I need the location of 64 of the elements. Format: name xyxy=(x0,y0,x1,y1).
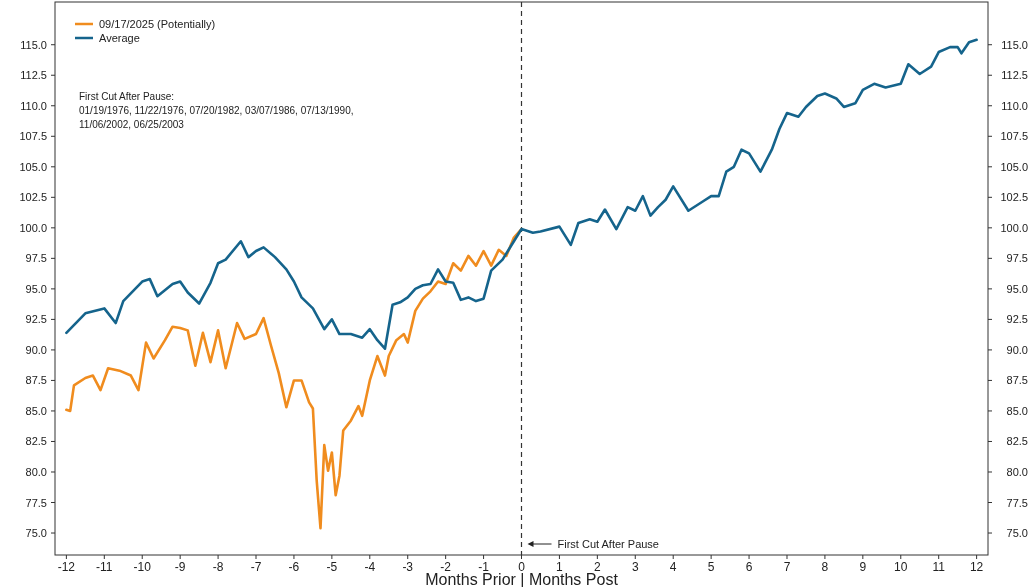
x-tick-label: -10 xyxy=(133,560,152,574)
y2-tick-label: 97.5 xyxy=(1006,252,1028,265)
y2-tick-label: 105.0 xyxy=(1000,160,1028,173)
y-tick-label: 102.5 xyxy=(19,191,47,204)
y-tick-label: 92.5 xyxy=(25,313,47,326)
y-tick-label: 87.5 xyxy=(25,374,47,387)
y2-tick-label: 85.0 xyxy=(1006,404,1028,417)
x-tick-label: 0 xyxy=(518,560,526,574)
x-tick-label: 6 xyxy=(745,560,753,574)
legend-label: 09/17/2025 (Potentially) xyxy=(99,18,216,30)
line-series xyxy=(65,227,523,530)
x-tick-label: -3 xyxy=(402,560,414,574)
x-tick-label: 1 xyxy=(556,560,564,574)
x-tick-label: 5 xyxy=(707,560,715,574)
x-tick-label: -1 xyxy=(478,560,490,574)
y2-tick-label: 82.5 xyxy=(1006,435,1028,448)
y-tick-label: 110.0 xyxy=(20,99,47,112)
y-tick-label: 85.0 xyxy=(25,404,47,417)
y2-tick-label: 80.0 xyxy=(1006,465,1028,478)
x-tick-label: -9 xyxy=(174,560,186,574)
x-tick-label: 2 xyxy=(594,560,602,574)
y2-tick-label: 92.5 xyxy=(1006,313,1028,326)
y-tick-label: 107.5 xyxy=(19,130,47,143)
x-tick-label: 11 xyxy=(932,560,946,574)
y-tick-label: 115.0 xyxy=(20,38,47,51)
x-tick-label: -4 xyxy=(364,560,376,574)
ref-line-label: First Cut After Pause xyxy=(557,538,659,550)
x-tick-label: 7 xyxy=(783,560,791,574)
y-tick-label: 100.0 xyxy=(19,221,47,234)
y-tick-label: 105.0 xyxy=(19,160,47,173)
x-tick-label: -12 xyxy=(57,560,76,574)
x-tick-label: 3 xyxy=(631,560,639,574)
x-tick-label: -2 xyxy=(440,560,452,574)
y-tick-label: 80.0 xyxy=(25,465,47,478)
y-tick-label: 90.0 xyxy=(25,343,47,356)
y-tick-label: 82.5 xyxy=(25,435,47,448)
x-tick-label: 12 xyxy=(969,560,984,574)
legend-label: Average xyxy=(99,32,140,44)
y-tick-label: 77.5 xyxy=(25,496,47,509)
x-tick-label: -6 xyxy=(288,560,300,574)
y2-tick-label: 100.0 xyxy=(1000,221,1028,234)
y2-tick-label: 115.0 xyxy=(1001,38,1028,51)
y-tick-label: 95.0 xyxy=(25,282,47,295)
y2-tick-label: 112.5 xyxy=(1001,69,1028,82)
x-tick-label: -7 xyxy=(250,560,262,574)
x-tick-label: -8 xyxy=(212,560,224,574)
y2-tick-label: 90.0 xyxy=(1006,343,1028,356)
x-tick-label: 8 xyxy=(821,560,829,574)
y2-tick-label: 77.5 xyxy=(1006,496,1028,509)
y2-tick-label: 107.5 xyxy=(1000,130,1028,143)
y-tick-label: 97.5 xyxy=(25,252,47,265)
y-tick-label: 75.0 xyxy=(25,527,47,540)
x-tick-label: -5 xyxy=(326,560,338,574)
y2-tick-label: 95.0 xyxy=(1006,282,1028,295)
y-tick-label: 112.5 xyxy=(20,69,47,82)
x-tick-label: 10 xyxy=(894,560,908,574)
y2-tick-label: 87.5 xyxy=(1006,374,1028,387)
y2-tick-label: 110.0 xyxy=(1001,99,1028,112)
x-tick-label: 4 xyxy=(669,560,677,574)
annotation: First Cut After Pause: 01/19/1976, 11/22/1976, 07/20/1982, 03/07/1986, 07/13/1990, 11/06/2002, 06/25/2003 xyxy=(79,91,354,130)
y2-tick-label: 75.0 xyxy=(1006,527,1028,540)
y2-tick-label: 102.5 xyxy=(1000,191,1028,204)
x-tick-label: 9 xyxy=(859,560,867,574)
x-tick-label: -11 xyxy=(96,560,113,574)
